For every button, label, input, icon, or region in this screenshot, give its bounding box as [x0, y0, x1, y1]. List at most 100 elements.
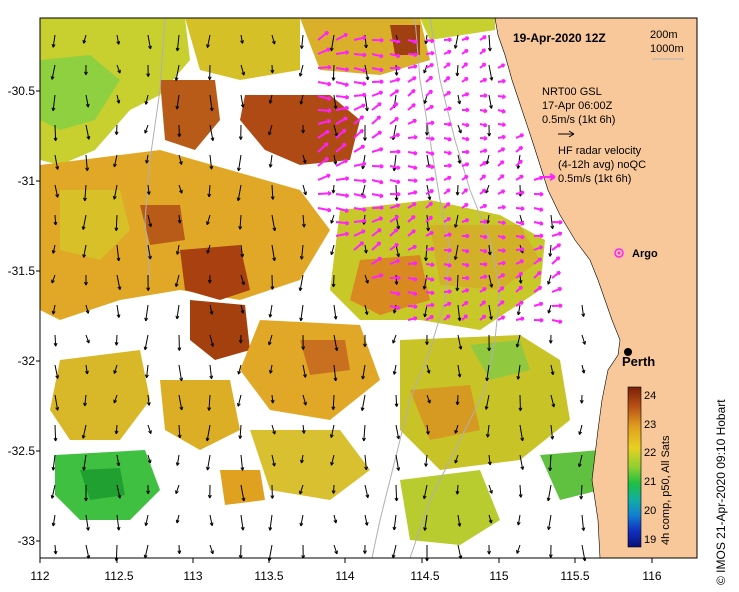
current-arrow: [54, 214, 57, 226]
current-arrow: [209, 544, 214, 554]
current-arrow: [268, 334, 273, 346]
current-arrow: [269, 304, 273, 318]
current-arrow: [206, 244, 211, 254]
current-arrow: [115, 424, 118, 434]
current-arrow: [271, 424, 276, 435]
current-arrow: [330, 244, 335, 255]
current-arrow: [271, 244, 276, 261]
current-arrow: [271, 184, 274, 200]
current-arrow: [457, 154, 461, 164]
current-arrow: [362, 364, 366, 380]
current-arrow: [240, 244, 244, 258]
current-arrow: [301, 244, 304, 260]
current-arrow: [84, 394, 87, 407]
current-arrow: [176, 94, 180, 110]
current-arrow: [519, 454, 524, 470]
current-arrow: [147, 34, 151, 50]
current-arrow: [395, 244, 400, 257]
current-arrow: [178, 214, 181, 224]
current-arrow: [85, 124, 90, 140]
current-arrow: [54, 364, 59, 379]
current-arrow: [302, 154, 306, 164]
current-arrow: [206, 214, 211, 225]
current-arrow: [85, 94, 89, 108]
current-arrow: [333, 94, 337, 109]
current-arrow: [423, 64, 428, 74]
lon-tick-label: 115: [489, 569, 508, 583]
current-arrow: [175, 484, 180, 494]
current-arrow: [85, 544, 90, 559]
current-arrow: [517, 304, 521, 315]
perth-label: Perth: [622, 354, 655, 369]
current-arrow: [456, 274, 459, 291]
current-arrow: [457, 304, 461, 321]
current-arrow: [115, 124, 118, 135]
current-arrow: [240, 454, 244, 471]
current-arrow: [488, 94, 492, 109]
current-arrow: [146, 364, 149, 378]
argo-label: Argo: [632, 248, 658, 260]
current-arrow: [240, 484, 245, 502]
current-arrow: [269, 94, 273, 104]
current-arrow: [457, 124, 462, 134]
current-arrow: [240, 304, 244, 314]
model-source-label: NRT00 GSL: [542, 86, 602, 98]
current-arrow: [364, 514, 368, 526]
colorbar-label: 19: [644, 534, 656, 546]
current-arrow: [395, 484, 398, 501]
current-arrow: [457, 544, 462, 559]
lon-tick-label: 114.5: [410, 569, 439, 583]
current-arrow: [145, 304, 149, 322]
current-arrow: [147, 424, 152, 434]
current-arrow: [116, 274, 121, 290]
current-arrow: [456, 394, 459, 405]
current-arrow: [547, 484, 552, 501]
current-arrow: [517, 364, 521, 380]
current-arrow: [85, 154, 88, 171]
current-arrow: [578, 424, 583, 435]
current-arrow: [302, 394, 307, 406]
current-arrow: [116, 454, 120, 466]
current-arrow: [547, 304, 552, 314]
current-arrow: [209, 364, 213, 379]
lon-tick-label: 113: [183, 569, 202, 583]
current-arrow: [237, 394, 242, 407]
current-arrow: [488, 34, 491, 52]
current-arrow: [116, 514, 120, 531]
current-arrow: [301, 34, 304, 49]
current-arrow: [209, 154, 213, 170]
current-arrow: [548, 514, 552, 530]
current-arrow: [116, 244, 120, 261]
lon-tick-label: 112.5: [104, 569, 133, 583]
current-arrow: [364, 304, 368, 315]
current-arrow: [176, 454, 180, 466]
lat-tick-label: -30.5: [8, 84, 36, 98]
current-arrow: [83, 34, 87, 44]
current-arrow: [116, 64, 121, 74]
current-arrow: [332, 274, 335, 287]
current-arrow: [300, 304, 304, 321]
current-arrow: [144, 124, 149, 134]
depth-legend-1000m: 1000m: [650, 43, 684, 55]
current-arrow: [175, 274, 180, 287]
current-arrow: [115, 214, 118, 231]
model-time-label: 17-Apr 06:00Z: [542, 100, 613, 112]
current-arrow: [206, 424, 211, 442]
current-arrow: [52, 514, 56, 527]
current-arrow: [52, 34, 56, 48]
plot-frame: [39, 17, 698, 559]
current-arrow: [178, 364, 183, 382]
current-arrow: [364, 64, 369, 81]
current-arrow: [332, 394, 335, 410]
current-arrow: [175, 64, 180, 81]
current-arrow: [144, 544, 149, 559]
current-arrow: [271, 394, 274, 404]
current-arrow: [364, 484, 369, 498]
current-arrow: [487, 214, 490, 224]
colorbar-label: 23: [644, 419, 656, 431]
colorbar-label: 22: [644, 447, 656, 459]
current-arrow: [581, 364, 585, 374]
current-arrow: [113, 394, 118, 404]
current-arrow: [52, 94, 56, 111]
current-arrow: [393, 514, 397, 531]
